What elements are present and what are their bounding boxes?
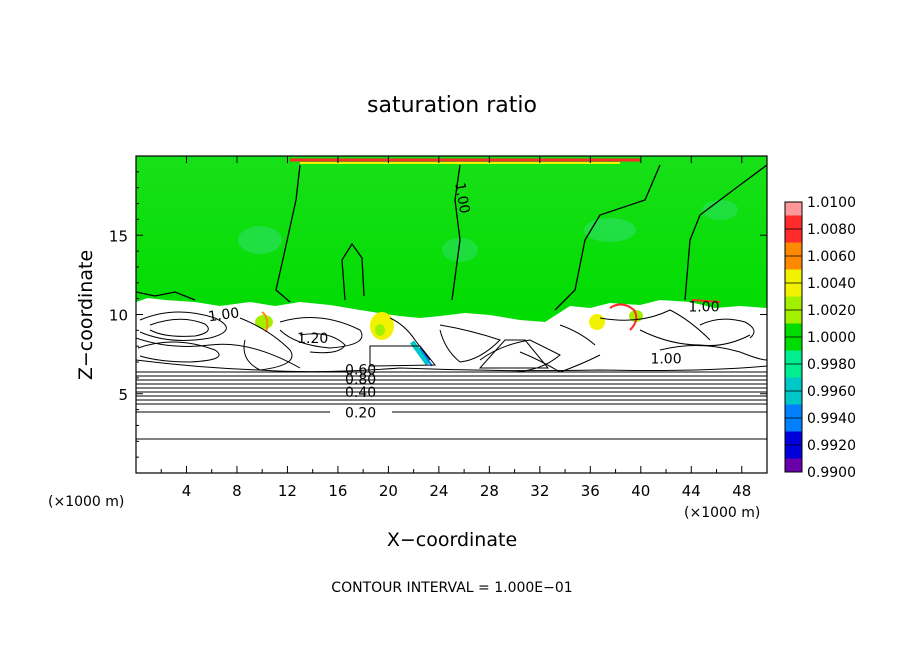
- subsaturated-patch: [238, 226, 282, 254]
- supersaturated-spot: [255, 315, 273, 329]
- x-tick-label: 28: [480, 482, 499, 500]
- plot-area: 1.00 1.00 1.20 1.00 1.00 0.800.60 0.40 0.20: [136, 156, 767, 473]
- chart-title: saturation ratio: [367, 93, 537, 118]
- y-axis: 5 10 15: [109, 171, 767, 458]
- subsaturated-patch: [584, 218, 636, 242]
- x-unit-left: (×1000 m): [48, 494, 124, 510]
- y-tick-label: 5: [118, 386, 128, 404]
- supersaturated-fringe: [261, 311, 269, 333]
- colorbar-label: 1.0080: [807, 222, 856, 238]
- x-tick-label: 48: [732, 482, 751, 500]
- contour-lines-upper: [136, 164, 767, 311]
- x-tick-label: 16: [328, 482, 347, 500]
- contour-interval-note: CONTOUR INTERVAL = 1.000E−01: [331, 580, 572, 596]
- contour-lines-lower: [136, 371, 767, 440]
- colorbar-label: 0.9900: [807, 465, 856, 481]
- x-tick-label: 12: [278, 482, 297, 500]
- x-tick-label: 24: [429, 482, 448, 500]
- colorbar-swatch: [785, 458, 802, 472]
- colorbar: 1.0100 1.0080 1.0060 1.0040 1.0020 1.0000 0.99…: [784, 195, 856, 481]
- x-axis: 4 8 12 16 20 24 28 32 36 40 44 48: [160, 156, 751, 500]
- x-tick-label: 8: [232, 482, 242, 500]
- x-tick-label: 44: [682, 482, 701, 500]
- contour-label: 0.40: [345, 385, 376, 401]
- saturated-region: [136, 156, 767, 322]
- contour-label: 1.20: [297, 331, 328, 347]
- colorbar-label: 0.9980: [807, 357, 856, 373]
- colorbar-swatch: [785, 202, 802, 216]
- x-axis-title: X−coordinate: [387, 529, 517, 551]
- supersaturated-spot: [589, 314, 605, 330]
- contour-label: 1.00: [207, 305, 240, 325]
- colorbar-label: 0.9920: [807, 438, 856, 454]
- colorbar-label: 1.0060: [807, 249, 856, 265]
- supersaturated-fringe: [691, 299, 721, 303]
- colorbar-label: 1.0020: [807, 303, 856, 319]
- contour-lines-cloud: [136, 309, 767, 373]
- x-tick-label: 36: [581, 482, 600, 500]
- y-tick-label: 15: [109, 227, 128, 245]
- contour-label: 1.00: [650, 352, 681, 368]
- subsaturated-patch: [442, 238, 478, 262]
- y-axis-title: Z−coordinate: [75, 250, 97, 380]
- colorbar-label: 0.9940: [807, 411, 856, 427]
- contour-label: 1.00: [451, 181, 472, 214]
- contour-labels: 1.00 1.00 1.20 1.00 1.00 0.800.60 0.40 0.20: [207, 181, 719, 421]
- colorbar-label: 1.0040: [807, 276, 856, 292]
- x-tick-label: 40: [631, 482, 650, 500]
- supersaturated-spot: [375, 324, 385, 336]
- contour-label: 0.20: [345, 406, 376, 422]
- x-tick-label: 4: [182, 482, 192, 500]
- x-tick-label: 32: [530, 482, 549, 500]
- contour-label: 0.60: [345, 363, 376, 379]
- colorbar-label: 1.0000: [807, 330, 856, 346]
- contour-label: 0.80: [345, 372, 376, 388]
- supersaturated-fringe: [609, 303, 638, 331]
- y-tick-label: 10: [109, 307, 128, 325]
- x-tick-label: 20: [379, 482, 398, 500]
- subsaturated-patch: [702, 200, 738, 220]
- contour-label: 1.00: [688, 299, 719, 315]
- x-unit-right: (×1000 m): [684, 505, 760, 521]
- blue-streak: [419, 347, 433, 367]
- colorbar-label: 0.9960: [807, 384, 856, 400]
- colorbar-label: 1.0100: [807, 195, 856, 211]
